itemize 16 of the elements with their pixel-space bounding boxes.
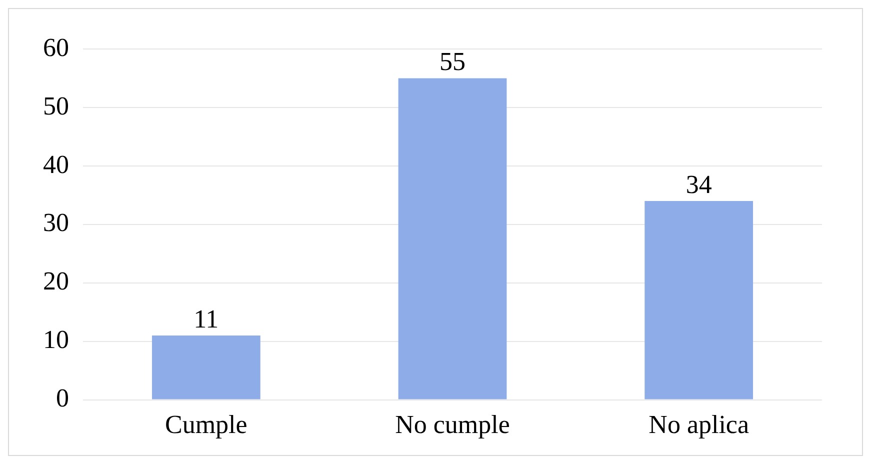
y-tick-label: 10 (43, 325, 69, 354)
data-label: 55 (440, 47, 466, 76)
x-tick-label: No cumple (395, 410, 510, 440)
y-tick-label: 20 (43, 266, 69, 296)
y-tick-label: 50 (43, 91, 69, 120)
x-tick-label: Cumple (164, 410, 248, 440)
x-tick-label: No aplica (648, 410, 750, 440)
bar (152, 335, 260, 400)
bar (398, 78, 507, 400)
y-tick-label: 40 (43, 150, 69, 179)
y-tick-label: 30 (43, 208, 69, 238)
data-label: 11 (194, 304, 219, 334)
bar (644, 201, 754, 400)
y-tick-label: 0 (56, 384, 69, 413)
data-label: 34 (686, 170, 712, 199)
y-tick-label: 60 (43, 32, 69, 62)
